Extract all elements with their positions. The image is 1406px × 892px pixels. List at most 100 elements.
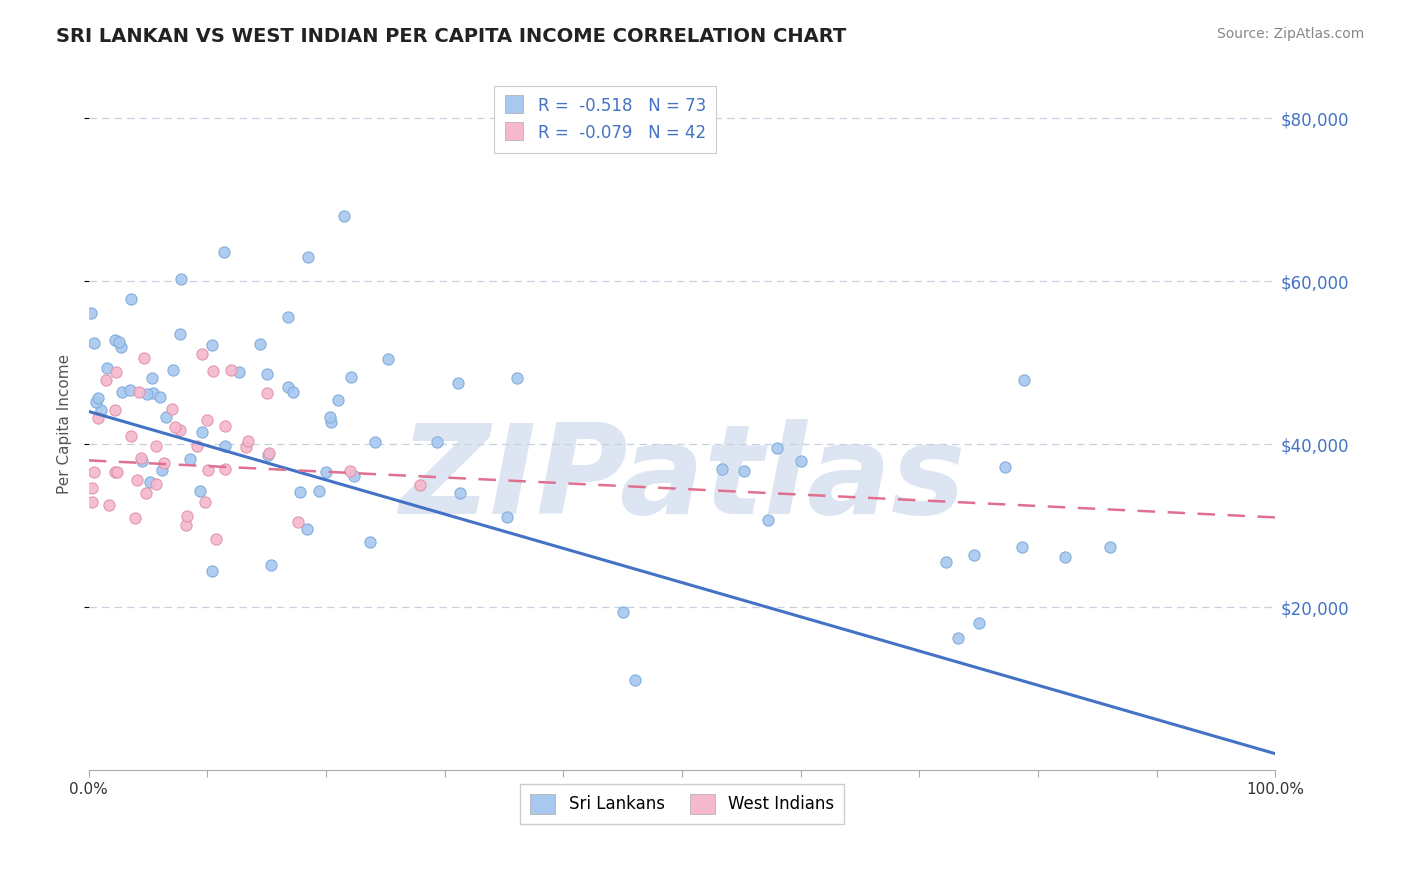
Point xyxy=(339,370,361,384)
Point xyxy=(135,486,157,500)
Point xyxy=(319,409,342,424)
Point xyxy=(162,402,184,417)
Point xyxy=(201,364,224,378)
Point xyxy=(83,336,105,351)
Point xyxy=(120,428,142,442)
Point xyxy=(288,485,311,500)
Point xyxy=(214,439,236,453)
Point xyxy=(297,250,319,264)
Point xyxy=(150,463,173,477)
Point xyxy=(83,465,105,479)
Point xyxy=(141,371,163,385)
Point xyxy=(496,510,519,524)
Point xyxy=(963,548,986,562)
Point xyxy=(363,435,385,450)
Point xyxy=(1012,373,1035,387)
Point xyxy=(447,376,470,391)
Point xyxy=(295,522,318,536)
Point xyxy=(131,454,153,468)
Point xyxy=(135,386,157,401)
Point xyxy=(277,380,299,394)
Point xyxy=(179,451,201,466)
Point xyxy=(205,532,228,546)
Point xyxy=(287,515,309,529)
Point xyxy=(118,384,141,398)
Point xyxy=(176,509,198,524)
Point xyxy=(1054,550,1077,565)
Point xyxy=(201,564,224,578)
Point xyxy=(711,462,734,476)
Point xyxy=(766,441,789,455)
Point xyxy=(756,513,779,527)
Point xyxy=(967,616,990,631)
Point xyxy=(120,293,142,307)
Point xyxy=(104,465,127,479)
Point xyxy=(145,477,167,491)
Point xyxy=(449,486,471,500)
Point xyxy=(946,631,969,645)
Point xyxy=(138,475,160,489)
Point xyxy=(129,450,152,465)
Point xyxy=(1011,540,1033,554)
Text: SRI LANKAN VS WEST INDIAN PER CAPITA INCOME CORRELATION CHART: SRI LANKAN VS WEST INDIAN PER CAPITA INC… xyxy=(56,27,846,45)
Point xyxy=(333,209,356,223)
Point xyxy=(86,391,108,405)
Point xyxy=(623,673,645,688)
Point xyxy=(257,448,280,462)
Point xyxy=(149,390,172,404)
Point xyxy=(82,481,104,495)
Point xyxy=(174,517,197,532)
Point xyxy=(197,463,219,477)
Point xyxy=(169,326,191,341)
Point xyxy=(214,418,236,433)
Point xyxy=(155,410,177,425)
Point xyxy=(308,483,330,498)
Point xyxy=(105,465,128,479)
Point xyxy=(79,306,101,320)
Point xyxy=(733,464,755,478)
Point xyxy=(87,410,110,425)
Point xyxy=(124,511,146,525)
Point xyxy=(935,555,957,569)
Point xyxy=(408,478,430,492)
Point xyxy=(256,386,278,401)
Point xyxy=(80,494,103,508)
Point xyxy=(186,439,208,453)
Point xyxy=(110,340,132,354)
Point xyxy=(170,272,193,286)
Point xyxy=(128,384,150,399)
Point xyxy=(315,465,337,479)
Point xyxy=(359,535,381,549)
Point xyxy=(219,363,242,377)
Point xyxy=(506,370,529,384)
Point xyxy=(790,453,813,467)
Point xyxy=(188,483,211,498)
Point xyxy=(612,605,634,619)
Point xyxy=(228,365,250,379)
Point xyxy=(142,385,165,400)
Text: Source: ZipAtlas.com: Source: ZipAtlas.com xyxy=(1216,27,1364,41)
Point xyxy=(84,395,107,409)
Point xyxy=(111,385,134,400)
Point xyxy=(105,365,128,379)
Legend: Sri Lankans, West Indians: Sri Lankans, West Indians xyxy=(520,784,844,824)
Point xyxy=(195,413,218,427)
Point xyxy=(249,336,271,351)
Point xyxy=(257,445,280,459)
Y-axis label: Per Capita Income: Per Capita Income xyxy=(58,353,72,494)
Point xyxy=(94,373,117,387)
Point xyxy=(1098,541,1121,555)
Point xyxy=(125,473,148,487)
Point xyxy=(153,456,176,470)
Point xyxy=(283,385,305,400)
Point xyxy=(256,367,278,381)
Point xyxy=(98,498,121,512)
Point xyxy=(201,338,224,352)
Point xyxy=(163,420,186,434)
Point xyxy=(319,415,342,429)
Point xyxy=(132,351,155,365)
Point xyxy=(260,558,283,572)
Point xyxy=(96,361,118,376)
Point xyxy=(339,465,361,479)
Point xyxy=(236,434,259,448)
